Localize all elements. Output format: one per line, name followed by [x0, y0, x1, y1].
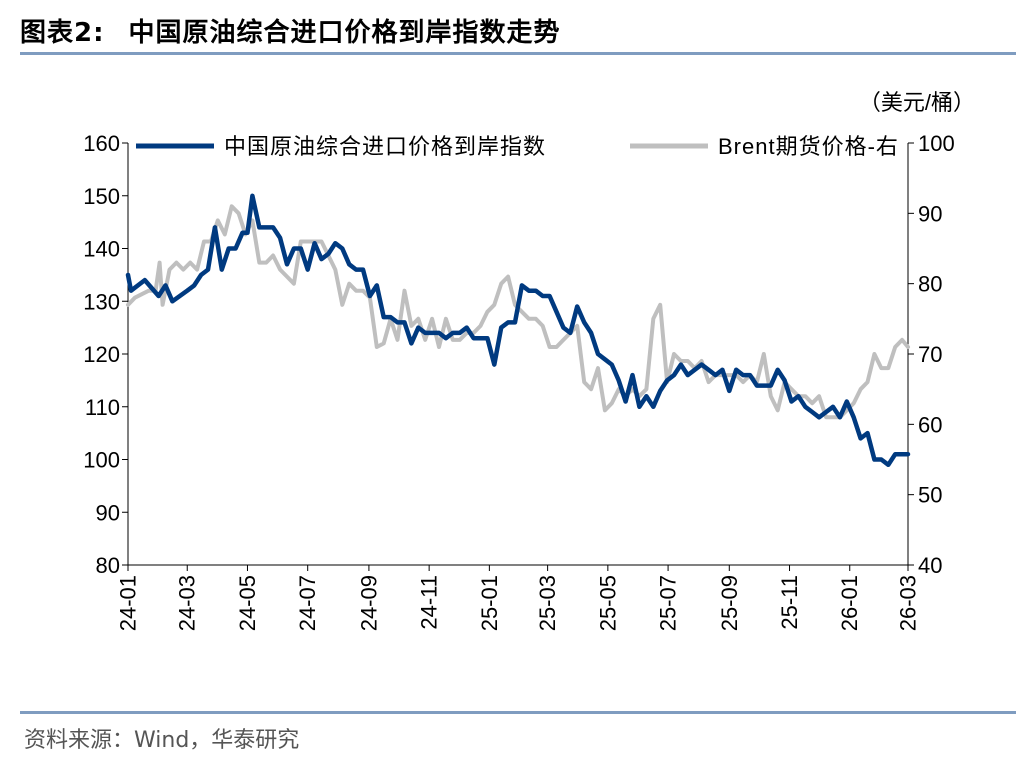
right-tick-label: 60	[918, 412, 942, 437]
right-tick-label: 80	[918, 272, 942, 297]
right-tick-label: 100	[918, 131, 955, 156]
figure-title-text: 中国原油综合进口价格到岸指数走势	[128, 18, 561, 48]
legend-import-index: 中国原油综合进口价格到岸指数	[136, 134, 546, 159]
figure-title: 图表2: 中国原油综合进口价格到岸指数走势	[20, 12, 561, 49]
x-tick-label: 24-05	[235, 575, 260, 631]
left-tick-label: 130	[83, 289, 120, 314]
x-tick-label: 24-11	[417, 575, 442, 630]
x-tick-label: 24-09	[356, 575, 381, 631]
x-tick-label: 26-03	[896, 575, 921, 631]
x-tick-label: 25-09	[717, 575, 742, 631]
left-tick-label: 90	[96, 500, 120, 525]
x-tick-label: 24-07	[295, 575, 320, 631]
x-tick-label: 26-01	[837, 575, 862, 631]
left-tick-label: 150	[83, 184, 120, 209]
x-axis-ticks: 24-01 24-03 24-05 24-07 24-09 24-11 25-01 25-03…	[116, 565, 921, 631]
right-tick-label: 90	[918, 201, 942, 226]
brent-series-line	[126, 204, 910, 420]
left-tick-label: 100	[83, 448, 120, 473]
x-tick-label: 24-03	[175, 575, 200, 631]
legend-brent: Brent期货价格-右	[630, 134, 899, 159]
series-layer	[125, 193, 911, 468]
right-tick-label: 40	[918, 553, 942, 578]
import-index-series-line	[125, 193, 911, 468]
right-axis-ticks: 40 50 60 70 80 90 100	[908, 131, 955, 578]
unit-label: （美元/桶）	[859, 90, 975, 115]
right-tick-label: 70	[918, 342, 942, 367]
x-tick-label: 25-05	[595, 575, 620, 631]
legend-label: 中国原油综合进口价格到岸指数	[224, 134, 546, 159]
top-divider	[20, 52, 1016, 55]
x-tick-label: 25-11	[777, 575, 802, 630]
x-tick-label: 25-07	[656, 575, 681, 631]
bottom-divider	[20, 711, 1016, 714]
left-tick-label: 110	[85, 395, 120, 420]
source-note: 资料来源：Wind，华泰研究	[24, 728, 300, 753]
left-tick-label: 160	[83, 131, 120, 156]
right-tick-label: 50	[918, 483, 942, 508]
figure-label: 图表2:	[20, 18, 105, 48]
x-tick-label: 25-01	[477, 575, 502, 631]
legend-label: Brent期货价格-右	[718, 134, 899, 159]
legend: 中国原油综合进口价格到岸指数 Brent期货价格-右	[136, 134, 899, 159]
left-tick-label: 120	[83, 342, 120, 367]
x-tick-label: 25-03	[535, 575, 560, 631]
left-tick-label: 80	[96, 553, 120, 578]
x-tick-label: 24-01	[116, 575, 141, 631]
left-tick-label: 140	[83, 237, 120, 262]
left-axis-ticks: 80 90 100 110 120 130 140 150 160	[83, 131, 128, 578]
